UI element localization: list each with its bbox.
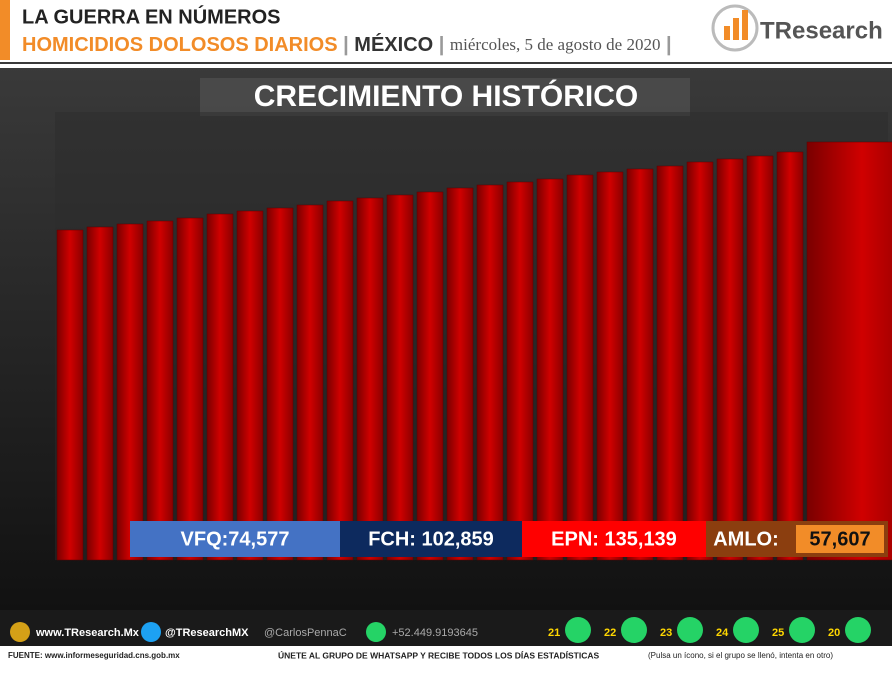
logo-bar bbox=[742, 10, 748, 40]
period-label: FCH: 102,859 bbox=[368, 528, 494, 550]
bar bbox=[416, 191, 444, 561]
bar bbox=[236, 210, 264, 561]
whatsapp-icon[interactable] bbox=[845, 617, 871, 643]
bar bbox=[146, 220, 174, 561]
group-number: 21 bbox=[548, 627, 560, 639]
title-bg bbox=[200, 78, 690, 116]
bar bbox=[356, 197, 384, 561]
group-number: 25 bbox=[772, 627, 784, 639]
group-number: 23 bbox=[660, 627, 672, 639]
bar bbox=[86, 226, 114, 561]
whatsapp-icon[interactable] bbox=[621, 617, 647, 643]
bar bbox=[116, 223, 144, 561]
logo-ring bbox=[711, 4, 759, 52]
hint: (Pulsa un ícono, si el grupo se llenó, i… bbox=[648, 651, 833, 660]
bar bbox=[476, 184, 504, 561]
join: ÚNETE AL GRUPO DE WHATSAPP Y RECIBE TODO… bbox=[278, 649, 599, 660]
bar bbox=[776, 151, 804, 561]
bar bbox=[446, 187, 474, 561]
bar bbox=[536, 178, 564, 561]
period-total: 57,607 bbox=[809, 528, 870, 550]
period-box bbox=[340, 521, 522, 557]
whatsapp-groups: 21 22 23 24 25 20 bbox=[548, 617, 871, 643]
group-number: 24 bbox=[716, 627, 729, 639]
whatsapp-icon[interactable] bbox=[677, 617, 703, 643]
period-label: AMLO: bbox=[713, 528, 779, 550]
bar bbox=[566, 174, 594, 561]
date: miércoles, 5 de agosto de 2020 bbox=[450, 35, 661, 54]
bar bbox=[266, 207, 294, 561]
twitter2[interactable]: @CarlosPennaC bbox=[264, 627, 347, 639]
source: FUENTE: www.informeseguridad.cns.gob.mx bbox=[8, 651, 180, 660]
period-label: VFQ:74,577 bbox=[181, 528, 290, 550]
bars bbox=[56, 141, 892, 561]
bar bbox=[686, 161, 714, 561]
group-number: 22 bbox=[604, 627, 616, 639]
bar bbox=[506, 181, 534, 561]
country: MÉXICO bbox=[354, 33, 433, 56]
bar bbox=[596, 171, 624, 561]
header-line: HOMICIDIOS DOLOSOS DIARIOS | MÉXICO | mi… bbox=[22, 33, 672, 56]
bar bbox=[176, 217, 204, 561]
whatsapp-icon[interactable] bbox=[565, 617, 591, 643]
bar bbox=[746, 155, 774, 561]
periods: VFQ:74,577 FCH: 102,859 EPN: 135,139 AMLO: 5… bbox=[130, 521, 888, 557]
divider bbox=[0, 64, 892, 68]
bar bbox=[206, 213, 234, 561]
separator: | bbox=[338, 34, 355, 56]
period-box bbox=[130, 521, 340, 557]
bar bbox=[326, 200, 354, 561]
globe-icon bbox=[10, 622, 30, 642]
group-number: 20 bbox=[828, 627, 840, 639]
bar bbox=[386, 194, 414, 561]
logo-bar bbox=[724, 26, 730, 40]
twitter-icon bbox=[141, 622, 161, 642]
bar bbox=[56, 229, 84, 561]
phone[interactable]: +52.449.9193645 bbox=[392, 627, 478, 639]
twitter[interactable]: @TResearchMX bbox=[165, 627, 249, 639]
phone-icon bbox=[366, 622, 386, 642]
period-label: EPN: 135,139 bbox=[551, 528, 677, 550]
topic: HOMICIDIOS DOLOSOS DIARIOS bbox=[22, 34, 338, 56]
bar bbox=[806, 141, 892, 561]
period-box bbox=[522, 521, 706, 557]
header-stripe bbox=[0, 0, 10, 60]
logo-bar bbox=[733, 18, 739, 40]
bar bbox=[296, 204, 324, 561]
total-box bbox=[796, 525, 884, 553]
web[interactable]: www.TResearch.Mx bbox=[35, 627, 140, 639]
bar bbox=[626, 168, 654, 561]
separator: | bbox=[433, 34, 450, 56]
bar bbox=[716, 158, 744, 561]
separator: | bbox=[660, 34, 671, 56]
logo-text: TResearch bbox=[760, 17, 883, 44]
whatsapp-icon[interactable] bbox=[733, 617, 759, 643]
bar bbox=[656, 165, 684, 561]
kicker: LA GUERRA EN NÚMEROS bbox=[22, 4, 281, 28]
whatsapp-icon[interactable] bbox=[789, 617, 815, 643]
chart-title: CRECIMIENTO HISTÓRICO bbox=[254, 79, 638, 113]
